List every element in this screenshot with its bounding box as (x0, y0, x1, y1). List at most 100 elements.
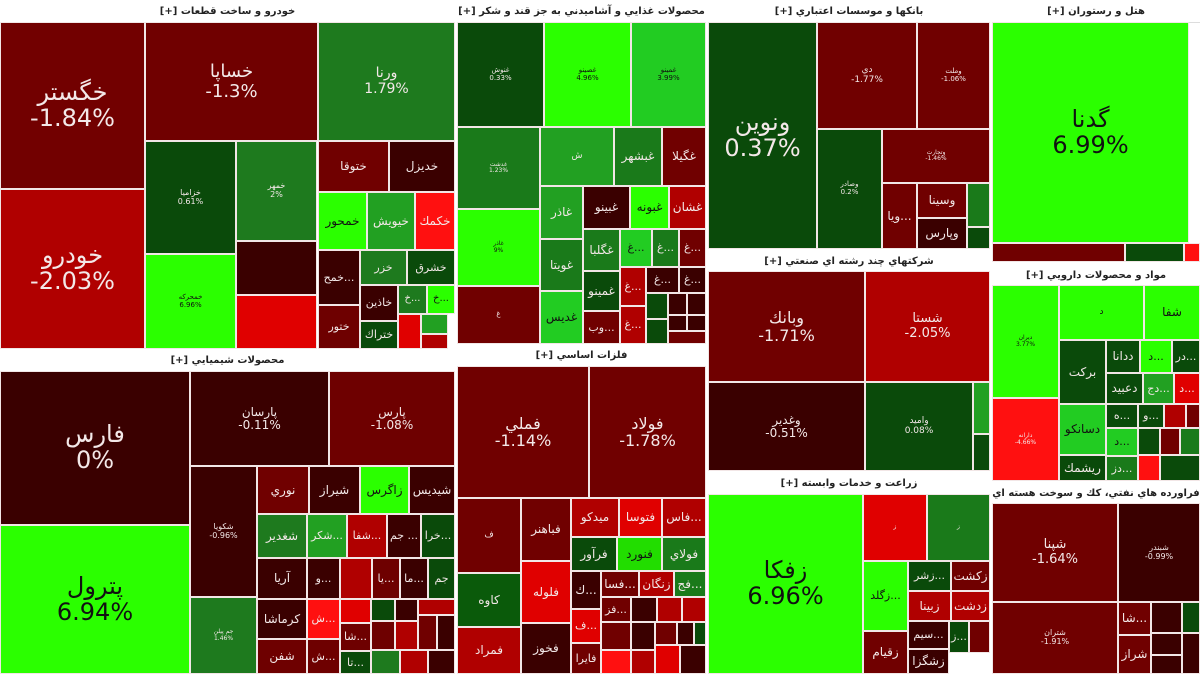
stock-tile[interactable]: شا... (340, 623, 371, 651)
stock-tile[interactable]: خاذين (360, 285, 398, 321)
stock-tile[interactable] (371, 650, 400, 674)
stock-tile[interactable]: دارانه -4.66% (992, 398, 1059, 481)
stock-tile[interactable]: د... (1106, 428, 1138, 456)
stock-tile[interactable]: فمراد (457, 627, 521, 674)
stock-tile[interactable]: شفا (1144, 285, 1200, 340)
stock-tile[interactable]: خمحور (318, 192, 367, 250)
stock-tile[interactable]: زشگزا (908, 649, 949, 674)
stock-tile[interactable]: ميدكو (571, 498, 619, 537)
stock-tile[interactable]: خودرو -2.03% (0, 189, 145, 349)
stock-tile[interactable] (687, 315, 706, 331)
stock-tile[interactable]: غبونه (630, 186, 669, 229)
stock-tile[interactable]: كاوه (457, 573, 521, 627)
stock-tile[interactable]: خرا... (421, 514, 455, 558)
stock-tile[interactable]: غدشت 1.23% (457, 127, 540, 209)
stock-tile[interactable]: فملي -1.14% (457, 366, 589, 498)
stock-tile[interactable] (973, 382, 990, 434)
stock-tile[interactable] (395, 599, 418, 621)
stock-tile[interactable] (1160, 455, 1200, 481)
sector-header[interactable]: مواد و محصولات دارويي [+] (992, 266, 1200, 286)
stock-tile[interactable] (668, 331, 706, 344)
stock-tile[interactable]: زشر... (908, 561, 951, 591)
stock-tile[interactable]: د... (1174, 373, 1200, 404)
stock-tile[interactable]: شيراز (309, 466, 360, 514)
stock-tile[interactable] (398, 314, 421, 349)
stock-tile[interactable] (340, 599, 371, 623)
expand-button[interactable]: [+] (535, 350, 554, 361)
stock-tile[interactable] (973, 434, 990, 471)
stock-tile[interactable] (631, 622, 655, 650)
stock-tile[interactable] (668, 315, 687, 331)
stock-tile[interactable]: وملت -1.06% (917, 22, 990, 129)
sector-header[interactable]: خودرو و ساخت قطعات [+] (0, 2, 455, 23)
stock-tile[interactable]: ف... (571, 609, 601, 643)
stock-tile[interactable]: خمحركه 6.96% (145, 254, 236, 349)
stock-tile[interactable] (682, 597, 706, 622)
stock-tile[interactable] (1182, 602, 1200, 633)
stock-tile[interactable]: ز (863, 494, 927, 561)
stock-tile[interactable]: د... (1140, 340, 1172, 373)
stock-tile[interactable]: فج... (674, 571, 706, 597)
stock-tile[interactable] (340, 558, 372, 599)
stock-tile[interactable]: زبينا (908, 591, 951, 621)
stock-tile[interactable]: فايرا (571, 643, 601, 674)
stock-tile[interactable]: غ... (646, 267, 679, 293)
stock-tile[interactable]: غويتا (540, 239, 583, 291)
stock-tile[interactable] (371, 599, 395, 621)
stock-tile[interactable]: دسانكو (1059, 404, 1106, 455)
stock-tile[interactable]: شپنا -1.64% (992, 503, 1118, 602)
stock-tile[interactable]: و... (1138, 404, 1164, 428)
stock-tile[interactable]: شفن (257, 639, 307, 674)
stock-tile[interactable] (655, 645, 680, 674)
stock-tile[interactable] (421, 314, 448, 334)
stock-tile[interactable]: فتوسا (619, 498, 662, 537)
stock-tile[interactable]: كرماشا (257, 599, 307, 639)
stock-tile[interactable]: ويا... (882, 183, 917, 249)
stock-tile[interactable] (1160, 428, 1180, 455)
stock-tile[interactable]: جم ... (387, 514, 421, 558)
stock-tile[interactable]: غمينو (583, 271, 620, 311)
stock-tile[interactable]: فارس 0% (0, 371, 190, 525)
stock-tile[interactable]: خزاميا 0.61% (145, 141, 236, 254)
stock-tile[interactable]: خگستر -1.84% (0, 22, 145, 189)
stock-tile[interactable]: پترول 6.94% (0, 525, 190, 674)
stock-tile[interactable]: فنورد (617, 537, 662, 571)
stock-tile[interactable]: جم پيلن 1.46% (190, 597, 257, 674)
stock-tile[interactable]: آريا (257, 558, 307, 599)
stock-tile[interactable]: زنگان (639, 571, 674, 597)
stock-tile[interactable] (655, 622, 677, 645)
stock-tile[interactable]: ش (540, 127, 614, 186)
stock-tile[interactable] (428, 650, 455, 674)
stock-tile[interactable]: پارسان -0.11% (190, 371, 329, 466)
sector-header[interactable]: فراورده هاي نفتي، كك و سوخت هسته اي [+] (992, 484, 1200, 518)
sector-header[interactable]: بانكها و موسسات اعتباري [+] (708, 2, 990, 23)
stock-tile[interactable]: فز... (601, 597, 631, 622)
stock-tile[interactable]: غنوش 0.33% (457, 22, 544, 127)
stock-tile[interactable]: جم (428, 558, 455, 599)
stock-tile[interactable]: وپارس (917, 218, 967, 249)
stock-tile[interactable]: خ... (427, 285, 455, 314)
sector-header[interactable]: محصولات غذايي و آشاميدني به جز قند و شكر… (457, 2, 706, 23)
stock-tile[interactable]: ش... (307, 639, 340, 674)
stock-tile[interactable]: غ... (679, 267, 706, 293)
stock-tile[interactable]: غگلبا (583, 229, 620, 271)
stock-tile[interactable] (1138, 428, 1160, 455)
stock-tile[interactable] (236, 241, 317, 295)
stock-tile[interactable]: واميد 0.08% (865, 382, 973, 471)
stock-tile[interactable] (418, 599, 455, 615)
stock-tile[interactable]: دج... (1143, 373, 1174, 404)
sector-header[interactable]: محصولات شيميايي [+] (0, 351, 455, 372)
stock-tile[interactable]: ز (927, 494, 990, 561)
stock-tile[interactable] (1138, 455, 1160, 481)
stock-tile[interactable]: غديس (540, 291, 583, 344)
stock-tile[interactable] (236, 295, 317, 349)
stock-tile[interactable]: شغدير (257, 514, 307, 558)
stock-tile[interactable] (967, 183, 990, 227)
stock-tile[interactable]: گدنا 6.99% (992, 22, 1189, 243)
stock-tile[interactable]: خ... (398, 285, 427, 314)
stock-tile[interactable]: ددانا (1106, 340, 1140, 373)
stock-tile[interactable]: خيويش (367, 192, 415, 250)
stock-tile[interactable]: غشان (669, 186, 706, 229)
stock-tile[interactable]: ز... (949, 621, 969, 653)
stock-tile[interactable]: زقيام (863, 631, 908, 674)
